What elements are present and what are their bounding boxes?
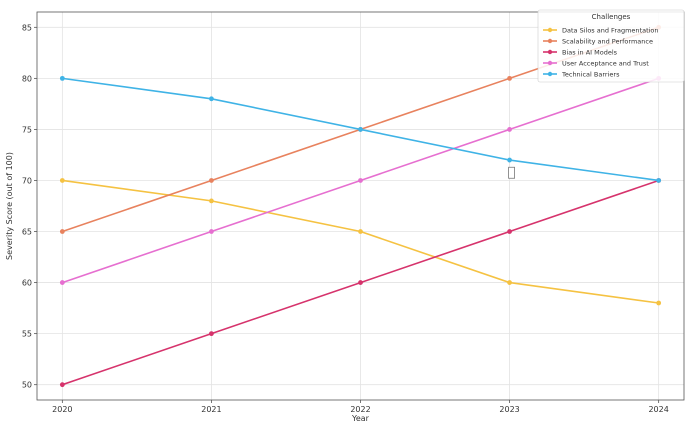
legend-marker	[547, 60, 553, 66]
data-point	[59, 229, 65, 234]
y-tick-label: 70	[22, 176, 32, 185]
data-point	[209, 178, 214, 183]
y-tick-label: 55	[22, 330, 32, 339]
y-tick-label: 65	[22, 228, 32, 237]
y-tick-label: 75	[22, 125, 32, 134]
legend-label: Data Silos and Fragmentation	[562, 27, 659, 35]
legend-title: Challenges	[592, 13, 631, 21]
legend-label: Scalability and Performance	[562, 38, 653, 46]
y-axis-title: Severity Score (out of 100)	[5, 152, 14, 260]
legend-marker	[547, 49, 553, 55]
data-point	[209, 331, 214, 337]
x-tick-label: 2024	[648, 405, 668, 414]
legend: Challenges Data Silos and Fragmentation S…	[537, 9, 685, 83]
legend-label: User Acceptance and Trust	[562, 60, 649, 68]
legend-label: Technical Barriers	[561, 71, 620, 79]
y-tick-label: 80	[22, 74, 32, 83]
data-point	[209, 96, 214, 102]
series	[59, 24, 662, 388]
data-point	[507, 229, 512, 234]
x-axis-title: Year	[351, 414, 370, 423]
legend-box	[537, 9, 685, 83]
legend-marker	[547, 71, 553, 77]
x-tick-label: 2021	[201, 405, 221, 414]
legend-marker	[547, 38, 553, 44]
data-point	[358, 127, 363, 132]
data-point	[358, 280, 363, 285]
cursor-icon	[508, 166, 515, 179]
legend-marker	[547, 27, 553, 33]
x-tick-label: 2023	[499, 405, 519, 414]
data-point	[358, 178, 363, 183]
data-point	[507, 75, 512, 81]
data-point	[59, 382, 65, 388]
y-tick-label: 60	[22, 279, 32, 288]
data-point	[59, 75, 65, 81]
data-point	[656, 300, 662, 306]
data-point	[358, 229, 363, 234]
data-point	[59, 178, 65, 183]
y-tick-label: 85	[22, 23, 32, 32]
legend-items: Data Silos and Fragmentation Scalability …	[543, 27, 659, 79]
data-point	[507, 157, 512, 163]
data-point	[59, 280, 65, 285]
data-point	[209, 229, 214, 234]
legend-label: Bias in AI Models	[562, 49, 618, 57]
data-point	[656, 178, 662, 183]
data-point	[507, 127, 512, 132]
x-tick-label: 2020	[52, 405, 72, 414]
data-point	[209, 198, 214, 204]
y-tick-label: 50	[22, 381, 32, 390]
x-tick-label: 2022	[350, 405, 370, 414]
data-point	[507, 280, 512, 285]
axis-ticks: 2020 2021 2022 2023 2024 50 55 60 65 70 75 80 85	[22, 23, 669, 414]
